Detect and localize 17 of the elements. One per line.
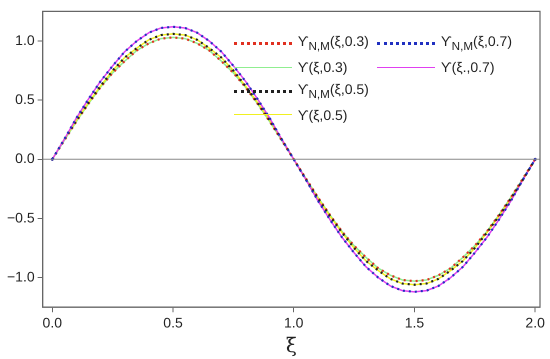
- x-tick-label: 1.5: [404, 314, 424, 330]
- legend-label: ϒ(ξ,0.5): [298, 106, 348, 123]
- x-axis-title: ξ: [286, 333, 297, 358]
- y-tick-label: −0.5: [6, 209, 35, 226]
- legend-label: ϒ$_{N,M}$(ξ,0.5): [298, 81, 369, 101]
- x-tick-label: 2.0: [525, 314, 546, 330]
- y-tick-label: 1.0: [15, 32, 35, 48]
- x-tick-label: 1.0: [284, 314, 304, 330]
- x-tick-label: 0.5: [163, 314, 183, 330]
- y-tick-label: 0.5: [15, 91, 35, 107]
- y-tick-label: 0.0: [15, 150, 35, 166]
- legend-label: ϒ$_{N,M}$(ξ,0.3): [298, 33, 369, 54]
- legend-label: ϒ(ξ,0.3): [298, 59, 348, 76]
- legend-label: ϒ$_{N,M}$(ξ,0.7): [440, 33, 512, 54]
- legend-label: ϒ(ξ.,0.7): [440, 59, 494, 76]
- y-tick-label: −1.0: [6, 268, 35, 284]
- x-tick-label: 0.0: [42, 314, 62, 330]
